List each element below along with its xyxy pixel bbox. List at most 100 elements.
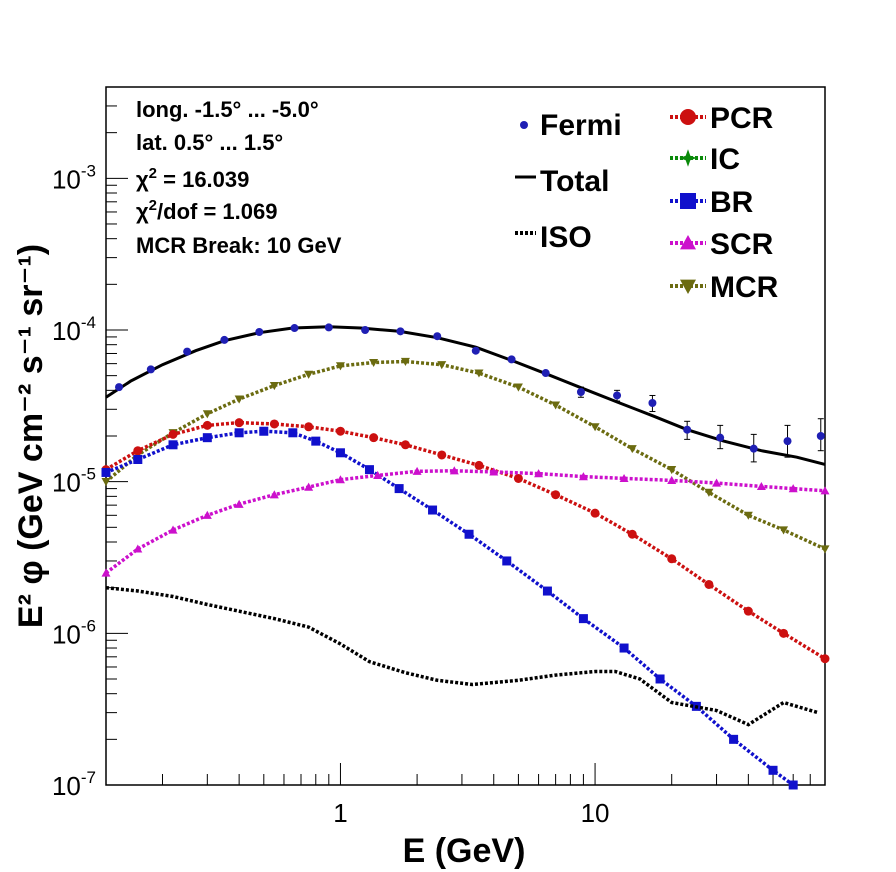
series-point-pcr (590, 508, 600, 518)
legend-label: Total (540, 165, 609, 198)
series-point-pcr (437, 450, 447, 460)
series-point-mcr (269, 381, 279, 391)
series-line-pcr (105, 420, 826, 661)
fermi-point (255, 327, 264, 336)
chi-exponent: 2 (149, 197, 157, 214)
fermi-marker (183, 347, 192, 356)
series-point-br (464, 529, 474, 539)
series-line-iso (105, 585, 819, 727)
series-point-pcr (667, 554, 677, 564)
fermi-marker (613, 391, 622, 400)
series-point-mcr (627, 445, 637, 454)
y-tick-label: 10-5 (52, 465, 96, 498)
fermi-marker (290, 324, 299, 333)
series-iso (105, 585, 819, 727)
series-point-pcr (335, 426, 345, 436)
fermi-point (471, 346, 480, 355)
series-point-mcr (704, 488, 714, 497)
series-point-mcr (667, 466, 677, 475)
y-tick-label: 10-6 (52, 616, 96, 649)
series-point-scr (534, 469, 544, 478)
chi2-value: = 16.039 (157, 167, 249, 192)
series-point-mcr (437, 361, 447, 370)
annotation-longitude: long. -1.5° ... -5.0° (136, 97, 319, 122)
series-point-scr (101, 568, 111, 577)
series-pcr (101, 418, 830, 664)
series-point-pcr (474, 460, 484, 470)
series-point-mcr (474, 369, 484, 378)
fermi-point (396, 327, 405, 336)
chi-symbol: χ (136, 167, 149, 192)
series-point-scr (619, 473, 629, 483)
series-point-mcr (335, 362, 345, 371)
series-point-br (394, 484, 404, 494)
series-point-mcr (551, 401, 561, 410)
series-point-pcr (400, 440, 410, 450)
series-point-br (234, 428, 244, 438)
series-point-scr (269, 490, 279, 499)
y-tick-label: 10-4 (52, 313, 96, 346)
series-point-mcr (743, 511, 753, 520)
series-point-scr (304, 482, 314, 491)
series-layer (101, 325, 830, 790)
fermi-point (716, 424, 725, 450)
fermi-point (576, 386, 585, 398)
series-point-br (288, 428, 298, 438)
series-point-mcr (820, 545, 830, 554)
y-tick-label: 10-7 (52, 768, 96, 801)
series-point-scr (168, 525, 178, 534)
series-mcr (101, 357, 830, 554)
series-point-mcr (304, 370, 314, 379)
fermi-point (541, 369, 550, 378)
series-line-mcr (104, 359, 826, 551)
fermi-marker (361, 325, 370, 334)
legend-entry-total: Total (515, 165, 609, 198)
series-point-pcr (513, 473, 523, 483)
series-point-scr (133, 544, 143, 553)
series-point-pcr (269, 419, 279, 429)
series-point-scr (412, 466, 422, 475)
series-point-scr (667, 475, 677, 484)
series-point-br (202, 433, 212, 443)
series-point-pcr (779, 628, 789, 638)
series-point-scr (489, 467, 499, 476)
legend-label: ISO (540, 221, 592, 254)
series-point-pcr (369, 433, 379, 443)
fermi-point (816, 418, 825, 452)
fermi-point (220, 335, 229, 344)
legend-label: IC (710, 143, 740, 176)
series-point-br (788, 780, 798, 790)
series-point-scr (756, 481, 766, 491)
fermi-marker (716, 433, 725, 442)
series-point-scr (373, 470, 383, 479)
legend-label: MCR (710, 271, 779, 304)
legend-entry-pcr: PCR (670, 102, 774, 135)
legend-swatch-marker (680, 109, 696, 125)
annotation-latitude: lat. 0.5° ... 1.5° (136, 130, 283, 155)
series-point-br (168, 440, 178, 450)
fermi-marker (471, 346, 480, 355)
fermi-point (146, 365, 155, 374)
series-point-br (655, 674, 665, 684)
series-point-scr (335, 475, 345, 484)
series-point-pcr (168, 429, 178, 439)
series-point-mcr (202, 410, 212, 419)
series-point-br (133, 454, 143, 464)
fermi-marker (749, 444, 758, 453)
series-point-pcr (704, 579, 714, 589)
series-point-mcr (513, 383, 523, 392)
legend-swatch-marker (680, 193, 696, 209)
legend-swatch (520, 121, 528, 129)
series-point-br (578, 614, 588, 624)
series-point-mcr (400, 357, 410, 366)
series-line-scr (104, 469, 826, 575)
series-point-mcr (779, 526, 789, 535)
series-point-pcr (304, 422, 314, 432)
fermi-marker (783, 437, 792, 446)
y-tick-label: 10-3 (52, 161, 96, 194)
series-point-mcr (369, 358, 379, 368)
fermi-marker (648, 399, 657, 408)
series-point-scr (820, 486, 830, 495)
legend-entry-iso: ISO (515, 221, 592, 254)
x-tick-label: 10 (581, 798, 610, 828)
